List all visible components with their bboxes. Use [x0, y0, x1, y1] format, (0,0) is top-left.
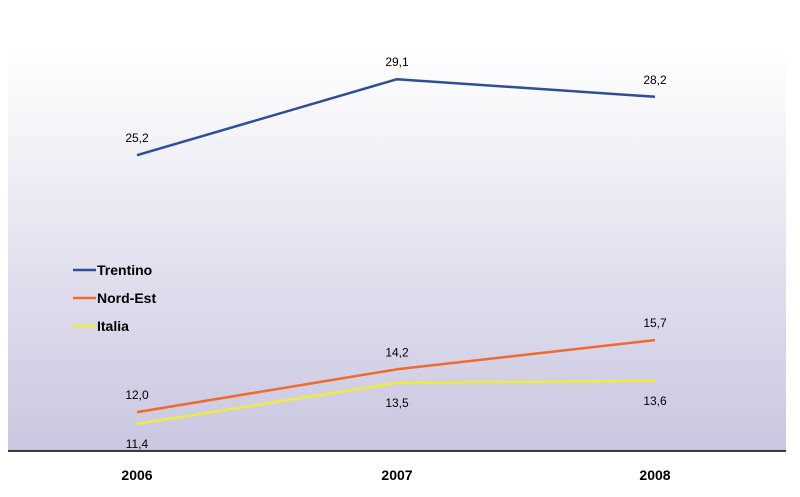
x-tick-label: 2006	[121, 467, 152, 483]
x-tick-label: 2007	[381, 467, 412, 483]
data-label: 12,0	[125, 388, 149, 402]
plot-area	[8, 52, 786, 451]
data-label: 29,1	[385, 55, 409, 69]
data-label: 13,5	[385, 396, 409, 410]
legend-label: Trentino	[97, 262, 152, 278]
data-label: 25,2	[125, 131, 149, 145]
x-axis-ticks: 2006 2007 2008	[121, 467, 670, 483]
legend-label: Italia	[97, 318, 129, 334]
data-label: 28,2	[643, 73, 667, 87]
legend: Trentino Nord-Est Italia	[73, 262, 156, 334]
series-line-italia	[136, 379, 656, 426]
data-label: 15,7	[643, 316, 667, 330]
series-layer	[136, 77, 656, 426]
data-label: 13,6	[643, 394, 667, 408]
series-line-nord-est	[136, 338, 656, 414]
x-tick-label: 2008	[639, 467, 670, 483]
data-label: 11,4	[126, 437, 149, 451]
legend-label: Nord-Est	[97, 290, 156, 306]
series-line-trentino	[136, 77, 656, 157]
data-labels: 25,2 29,1 28,2 12,0 14,2 15,7 11,4 13,5 13,6	[125, 55, 667, 451]
data-label: 14,2	[385, 345, 409, 359]
